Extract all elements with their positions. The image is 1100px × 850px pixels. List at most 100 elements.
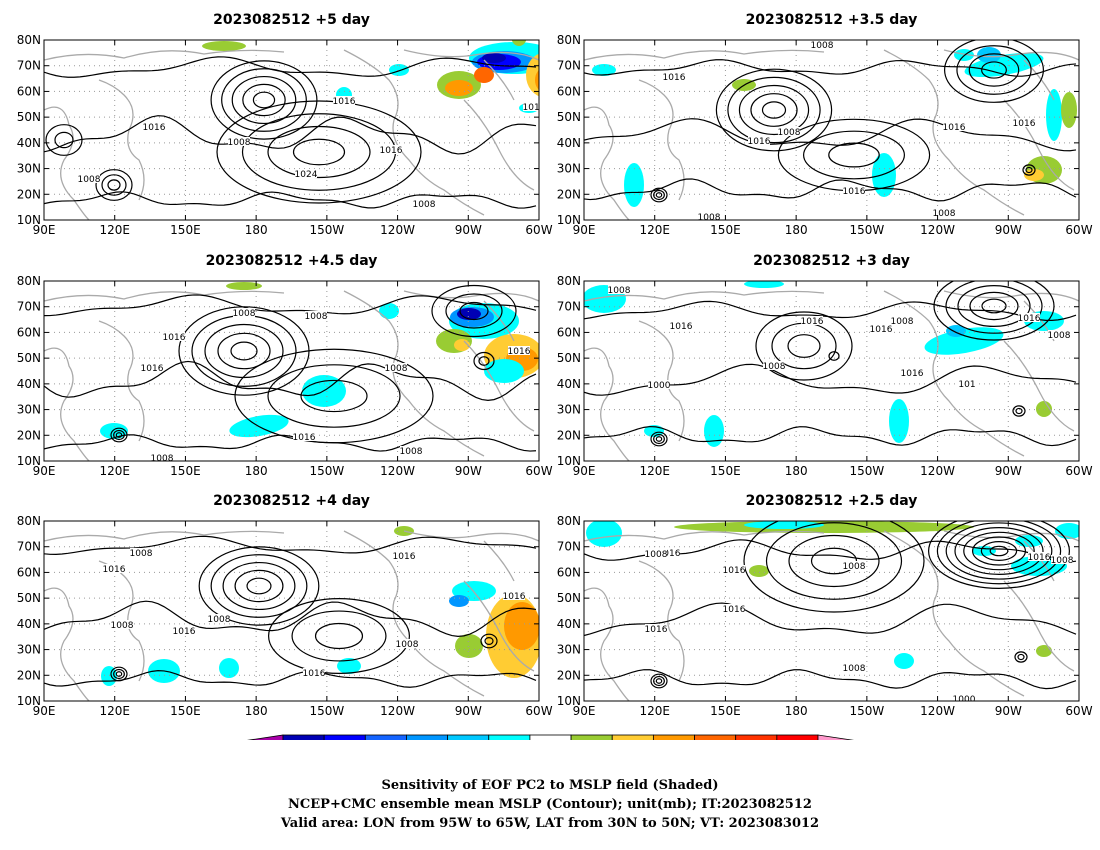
lon-tick-label: 150W: [309, 464, 344, 478]
mslp-contours: [44, 284, 537, 452]
lon-tick-label: 180: [245, 223, 268, 237]
contour-label-bg: [393, 551, 415, 560]
contour-label: 1008: [778, 128, 801, 138]
contour-label: 1008: [385, 364, 408, 374]
contour-label: 1008: [400, 447, 423, 457]
contour-label: 1008: [608, 286, 631, 296]
contour-label-bg: [811, 40, 833, 49]
sensitivity-shading: [219, 658, 239, 678]
contour-label: 1008: [413, 200, 436, 210]
sensitivity-shading: [592, 64, 616, 76]
lon-tick-label: 180: [245, 464, 268, 478]
lon-tick-label: 180: [245, 704, 268, 718]
lat-tick-label: 60N: [557, 565, 581, 579]
contour-label-bg: [293, 432, 315, 441]
lat-tick-label: 20N: [557, 428, 581, 442]
lat-tick-label: 40N: [17, 377, 41, 391]
contour-label: 1008: [933, 209, 956, 219]
contour-label-bg: [698, 212, 720, 220]
lon-tick-label: 90E: [573, 464, 596, 478]
caption: Sensitivity of EOF PC2 to MSLP field (Sh…: [0, 776, 1100, 833]
contour-label: 1016: [163, 333, 186, 343]
contour-label-bg: [103, 564, 125, 573]
lon-tick-label: 90W: [455, 464, 482, 478]
lon-tick-label: 60W: [525, 704, 552, 718]
sensitivity-shading: [1061, 92, 1077, 128]
panel-frame: [583, 39, 1080, 221]
contour-label-bg: [163, 332, 185, 341]
colorbar-swatch: [406, 734, 449, 740]
contour-label-bg: [396, 639, 418, 648]
contour-label: 1016: [523, 103, 546, 113]
lon-tick-label: 150E: [170, 704, 201, 718]
contour-label-bg: [508, 346, 530, 355]
lon-tick-label: 180: [785, 223, 808, 237]
contour-label-bg: [503, 591, 525, 600]
panel-frame: [43, 39, 540, 221]
lat-tick-label: 20N: [17, 428, 41, 442]
panel-title: 2023082512 +3.5 day: [746, 12, 918, 28]
sensitivity-shading: [977, 47, 1001, 63]
contour-label-bg: [953, 694, 975, 701]
sensitivity-shading: [454, 339, 470, 351]
sensitivity-shading: [744, 281, 784, 288]
contour-label: 1008: [305, 312, 328, 322]
lon-tick-label: 120E: [639, 704, 670, 718]
lat-tick-label: 60N: [17, 325, 41, 339]
contour-label-bg: [870, 324, 892, 333]
contour-label: 1016: [723, 566, 746, 576]
lon-tick-label: 150E: [170, 464, 201, 478]
panel-frame: [583, 520, 1080, 702]
lat-tick-label: 70N: [17, 59, 41, 73]
contour-label: 1008: [111, 621, 134, 631]
contour-label-bg: [385, 363, 407, 372]
lat-tick-label: 40N: [557, 617, 581, 631]
coastlines: [44, 49, 539, 220]
contour-label: 1008: [1048, 331, 1071, 341]
contour-label-bg: [305, 311, 327, 320]
sensitivity-shading: [872, 153, 896, 197]
lat-tick-label: 30N: [17, 643, 41, 657]
sensitivity-shading: [445, 80, 473, 96]
contour-label-bg: [1048, 330, 1070, 339]
contour-label-bg: [143, 122, 165, 131]
contour-label: 1008: [843, 664, 866, 674]
contour-label: 1016: [393, 552, 416, 562]
sensitivity-shading: [624, 163, 644, 207]
lon-tick-label: 180: [785, 704, 808, 718]
contour-label: 1008: [645, 550, 668, 560]
contour-label: 1016: [141, 364, 164, 374]
contour-label: 1016: [1013, 119, 1036, 129]
contour-label: 1008: [233, 309, 256, 319]
contour-label-bg: [843, 186, 865, 195]
contour-label-bg: [233, 308, 255, 317]
lat-tick-label: 30N: [557, 643, 581, 657]
sensitivity-shading: [474, 67, 494, 83]
lat-tick-label: 60N: [557, 325, 581, 339]
contour-label-bg: [901, 368, 923, 377]
contour-label: 1016: [663, 73, 686, 83]
contour-label-bg: [1051, 555, 1073, 564]
lon-tick-label: 120W: [380, 464, 415, 478]
contour-label: 101: [958, 380, 975, 390]
sensitivity-shading: [202, 41, 246, 51]
sensitivity-shading: [586, 521, 622, 547]
contour-label: 1008: [208, 615, 231, 625]
lat-tick-label: 80N: [17, 514, 41, 528]
lon-tick-label: 90W: [455, 704, 482, 718]
contour-label: 1008: [698, 213, 721, 223]
colorbar-swatch: [776, 734, 819, 740]
contour-label-bg: [658, 548, 680, 557]
contour-label: 1016: [870, 325, 893, 335]
lon-tick-label: 90W: [995, 223, 1022, 237]
lat-tick-label: 70N: [17, 540, 41, 554]
contour-label-bg: [228, 137, 250, 146]
colorbar-swatch: [323, 734, 366, 740]
lat-tick-label: 40N: [17, 617, 41, 631]
colorbar-swatch: [694, 734, 737, 740]
contour-label-bg: [111, 620, 133, 629]
contour-label-bg: [778, 127, 800, 136]
lon-tick-label: 150W: [309, 704, 344, 718]
lat-tick-label: 60N: [557, 84, 581, 98]
lat-tick-label: 10N: [17, 454, 41, 468]
